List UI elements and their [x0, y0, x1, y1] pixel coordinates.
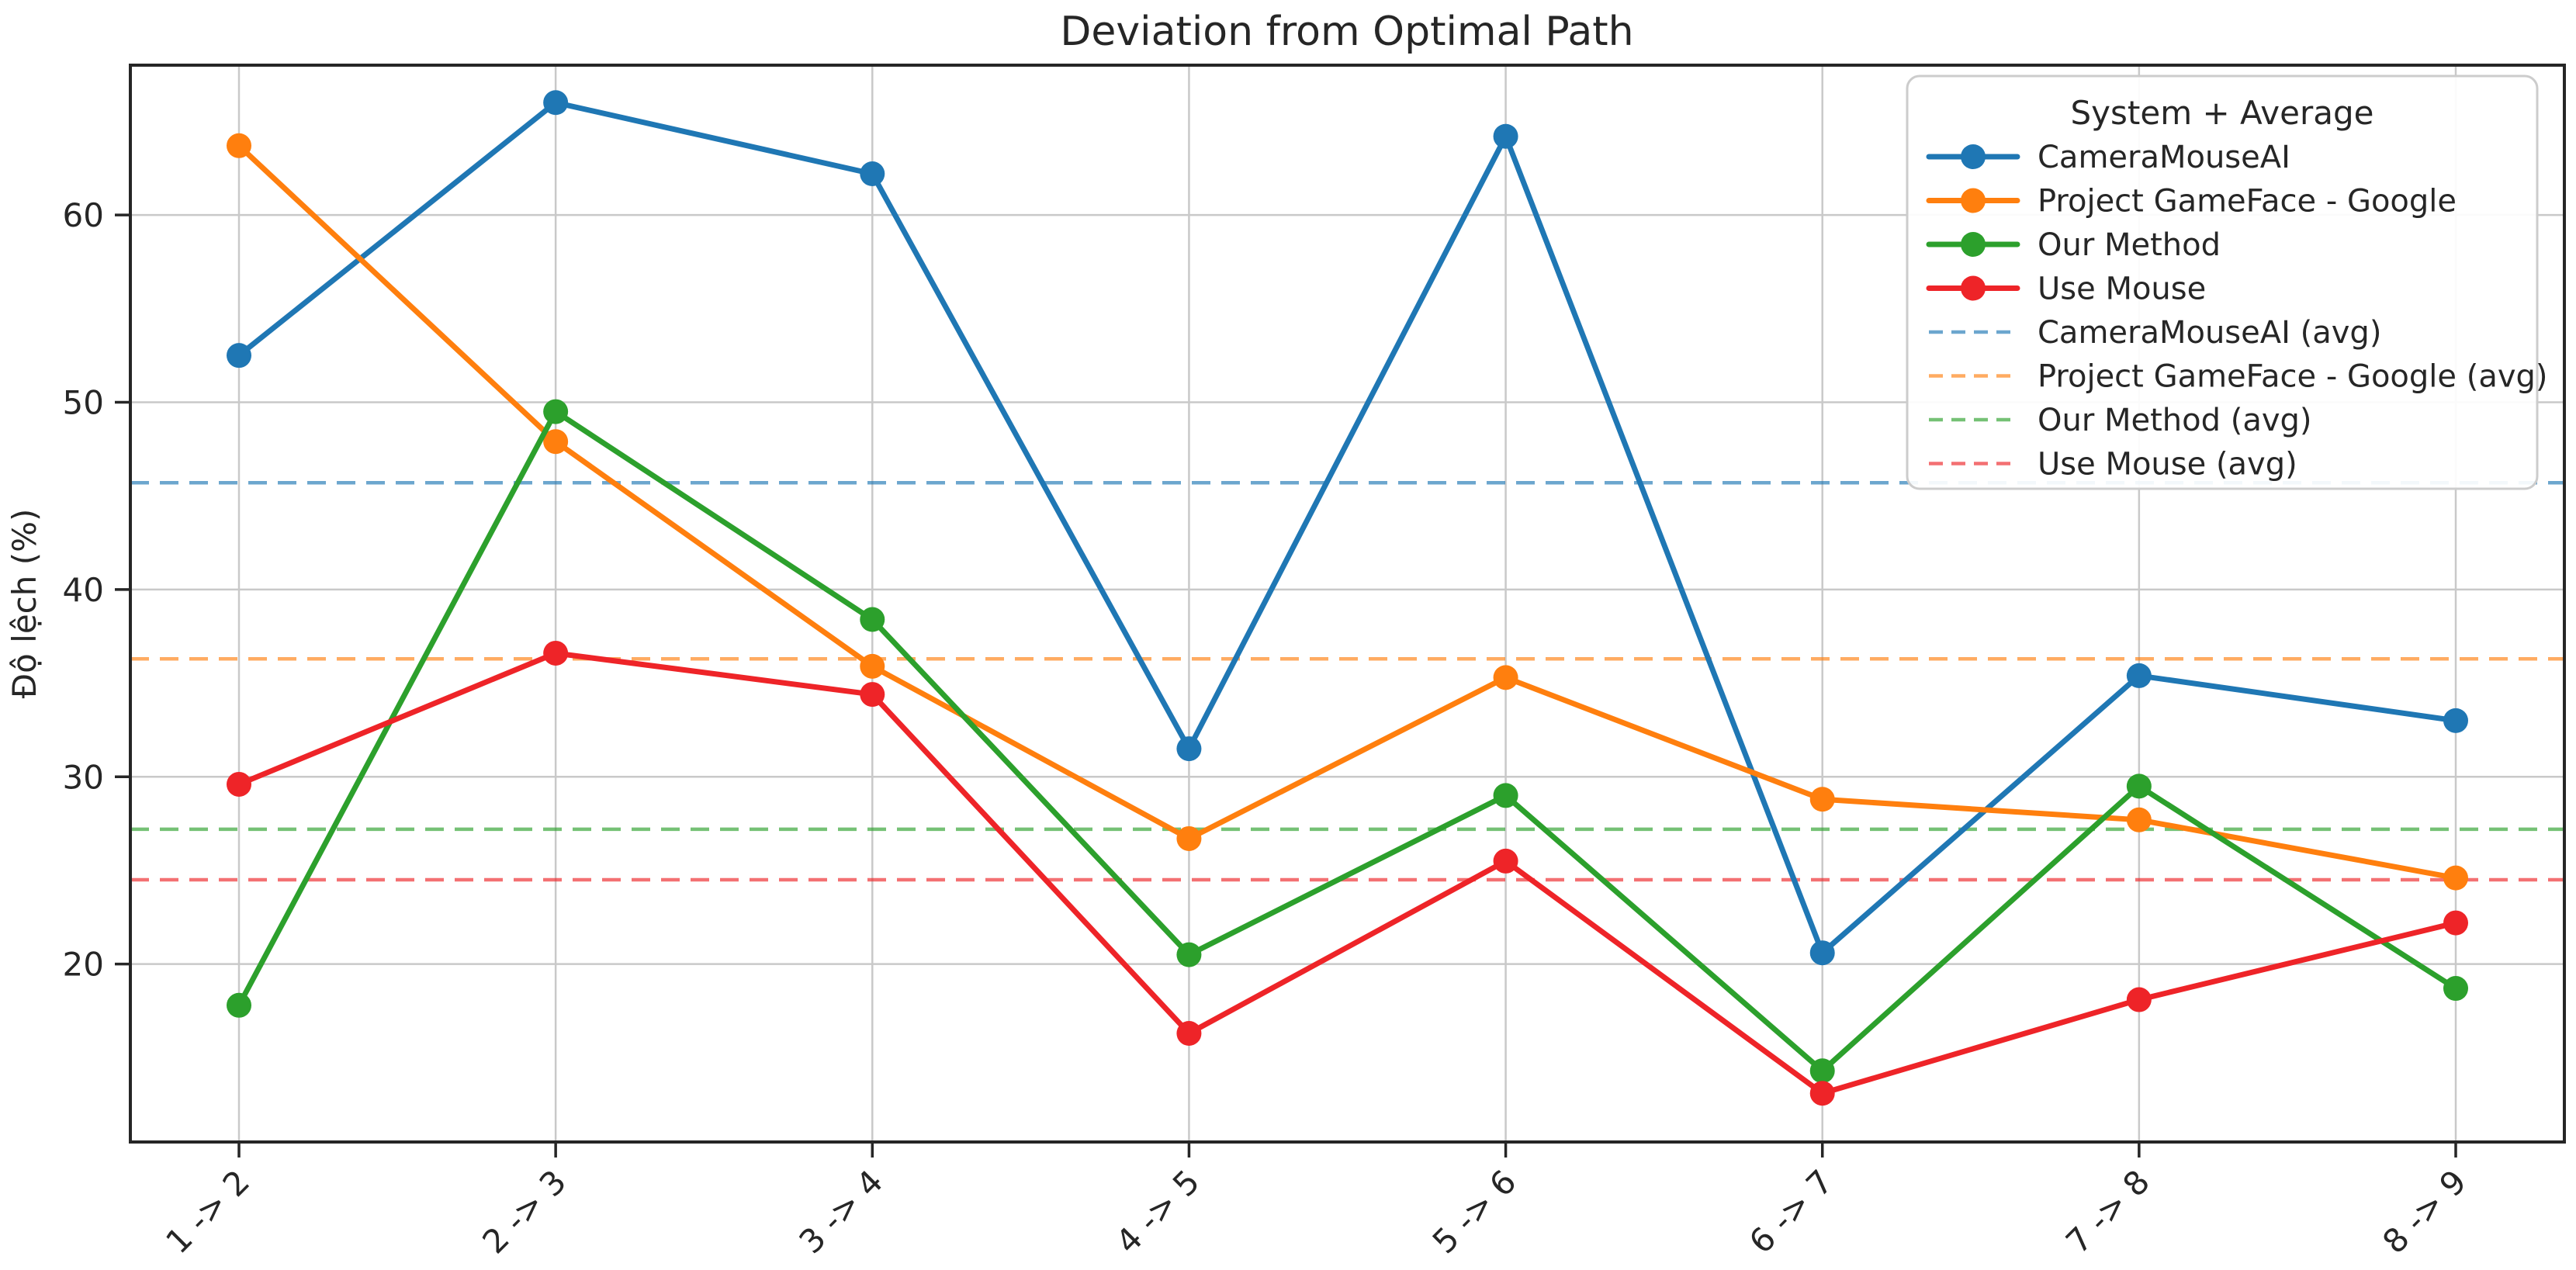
legend-item-label: CameraMouseAI (avg) — [2038, 315, 2381, 351]
legend-items: CameraMouseAI Project GameFace - Google Ou… — [1926, 140, 2548, 483]
data-point-our-method-8-9 — [2443, 976, 2468, 1002]
data-point-our-method-3-4 — [860, 607, 885, 632]
y-tick-label-30: 30 — [63, 758, 104, 796]
series-line-project-gameface-google — [236, 143, 2459, 881]
data-point-our-method-6-7 — [1809, 1058, 1835, 1084]
y-axis-label: Độ lệch (%) — [5, 509, 43, 699]
data-point-cameramouseai-3-4 — [860, 161, 885, 187]
y-tick-label-60: 60 — [63, 196, 104, 234]
x-tick-label-7-8: 7 -> 8 — [2058, 1162, 2157, 1261]
data-point-project-gameface-google-5-6 — [1493, 665, 1518, 690]
y-tick-label-50: 50 — [63, 384, 104, 422]
legend-item-our-method: Our Method — [1926, 227, 2221, 263]
data-point-our-method-7-8 — [2126, 773, 2152, 799]
data-point-project-gameface-google-7-8 — [2126, 807, 2152, 832]
y-tick-label-40: 40 — [63, 571, 104, 609]
legend-item-project-gameface-google: Project GameFace - Google — [1926, 184, 2457, 220]
legend-marker-dot — [1961, 232, 1986, 257]
data-point-our-method-2-3 — [543, 399, 569, 424]
x-tick-label-3-4: 3 -> 4 — [791, 1162, 890, 1261]
data-point-use-mouse-4-5 — [1176, 1020, 1202, 1046]
legend-box — [1906, 74, 2539, 490]
data-point-use-mouse-7-8 — [2126, 987, 2152, 1012]
series-line-our-method — [236, 409, 2459, 1074]
data-point-project-gameface-google-1-2 — [227, 133, 251, 158]
legend-item-use-mouse: Use Mouse — [1926, 272, 2206, 307]
legend-item-our-method-avg: Our Method (avg) — [1929, 403, 2312, 438]
data-point-our-method-1-2 — [227, 992, 251, 1018]
data-point-our-method-4-5 — [1176, 942, 1202, 967]
legend-item-label: Project GameFace - Google — [2038, 184, 2457, 220]
legend-marker-dot — [1961, 144, 1986, 169]
data-point-cameramouseai-5-6 — [1493, 123, 1518, 149]
y-tick-label-20: 20 — [63, 946, 104, 984]
series-layer — [227, 90, 2468, 1106]
data-point-project-gameface-google-4-5 — [1176, 825, 1202, 851]
legend-item-use-mouse-avg: Use Mouse (avg) — [1929, 447, 2297, 483]
legend-title: System + Average — [2071, 94, 2374, 132]
x-tick-label-8-9: 8 -> 9 — [2375, 1162, 2474, 1261]
data-point-our-method-5-6 — [1493, 783, 1518, 808]
series-line-cameramouseai — [236, 99, 2459, 956]
legend-item-label: Use Mouse — [2038, 272, 2206, 307]
legend-item-project-gameface-google-avg: Project GameFace - Google (avg) — [1929, 359, 2548, 395]
legend-item-label: Our Method — [2038, 227, 2221, 263]
legend-item-label: Use Mouse (avg) — [2038, 447, 2297, 483]
data-point-use-mouse-3-4 — [860, 682, 885, 708]
series-line-use-mouse — [236, 650, 2459, 1096]
data-point-cameramouseai-1-2 — [227, 343, 251, 369]
data-point-project-gameface-google-6-7 — [1809, 787, 1835, 812]
data-point-project-gameface-google-3-4 — [860, 653, 885, 679]
legend-marker-dot — [1961, 188, 1986, 213]
data-point-cameramouseai-7-8 — [2126, 663, 2152, 688]
plot-frame — [129, 64, 2566, 1144]
legend-item-label: Project GameFace - Google (avg) — [2038, 359, 2548, 395]
x-tick-label-2-3: 2 -> 3 — [475, 1162, 573, 1261]
legend-item-label: CameraMouseAI — [2038, 140, 2290, 175]
data-point-use-mouse-6-7 — [1809, 1081, 1835, 1106]
data-point-use-mouse-2-3 — [543, 640, 569, 666]
x-tick-label-1-2: 1 -> 2 — [158, 1162, 257, 1261]
data-point-use-mouse-8-9 — [2443, 910, 2468, 936]
legend: System + Average CameraMouseAI Project Ga… — [1906, 74, 2548, 490]
x-tick-label-6-7: 6 -> 7 — [1742, 1162, 1840, 1261]
x-tick-label-4-5: 4 -> 5 — [1109, 1162, 1207, 1261]
data-point-use-mouse-1-2 — [227, 771, 251, 797]
data-point-use-mouse-5-6 — [1493, 848, 1518, 874]
chart-title: Deviation from Optimal Path — [1060, 9, 1633, 55]
data-point-project-gameface-google-2-3 — [543, 429, 569, 455]
x-tick-label-5-6: 5 -> 6 — [1425, 1162, 1524, 1261]
legend-item-label: Our Method (avg) — [2038, 403, 2312, 438]
average-lines-layer — [130, 481, 2564, 882]
data-point-cameramouseai-8-9 — [2443, 708, 2468, 733]
data-point-cameramouseai-4-5 — [1176, 736, 1202, 762]
legend-item-cameramouseai: CameraMouseAI — [1926, 140, 2290, 175]
legend-item-cameramouseai-avg: CameraMouseAI (avg) — [1929, 315, 2381, 351]
data-point-cameramouseai-6-7 — [1809, 940, 1835, 966]
data-point-cameramouseai-2-3 — [543, 90, 569, 116]
legend-marker-dot — [1961, 275, 1986, 301]
data-point-project-gameface-google-8-9 — [2443, 865, 2468, 891]
